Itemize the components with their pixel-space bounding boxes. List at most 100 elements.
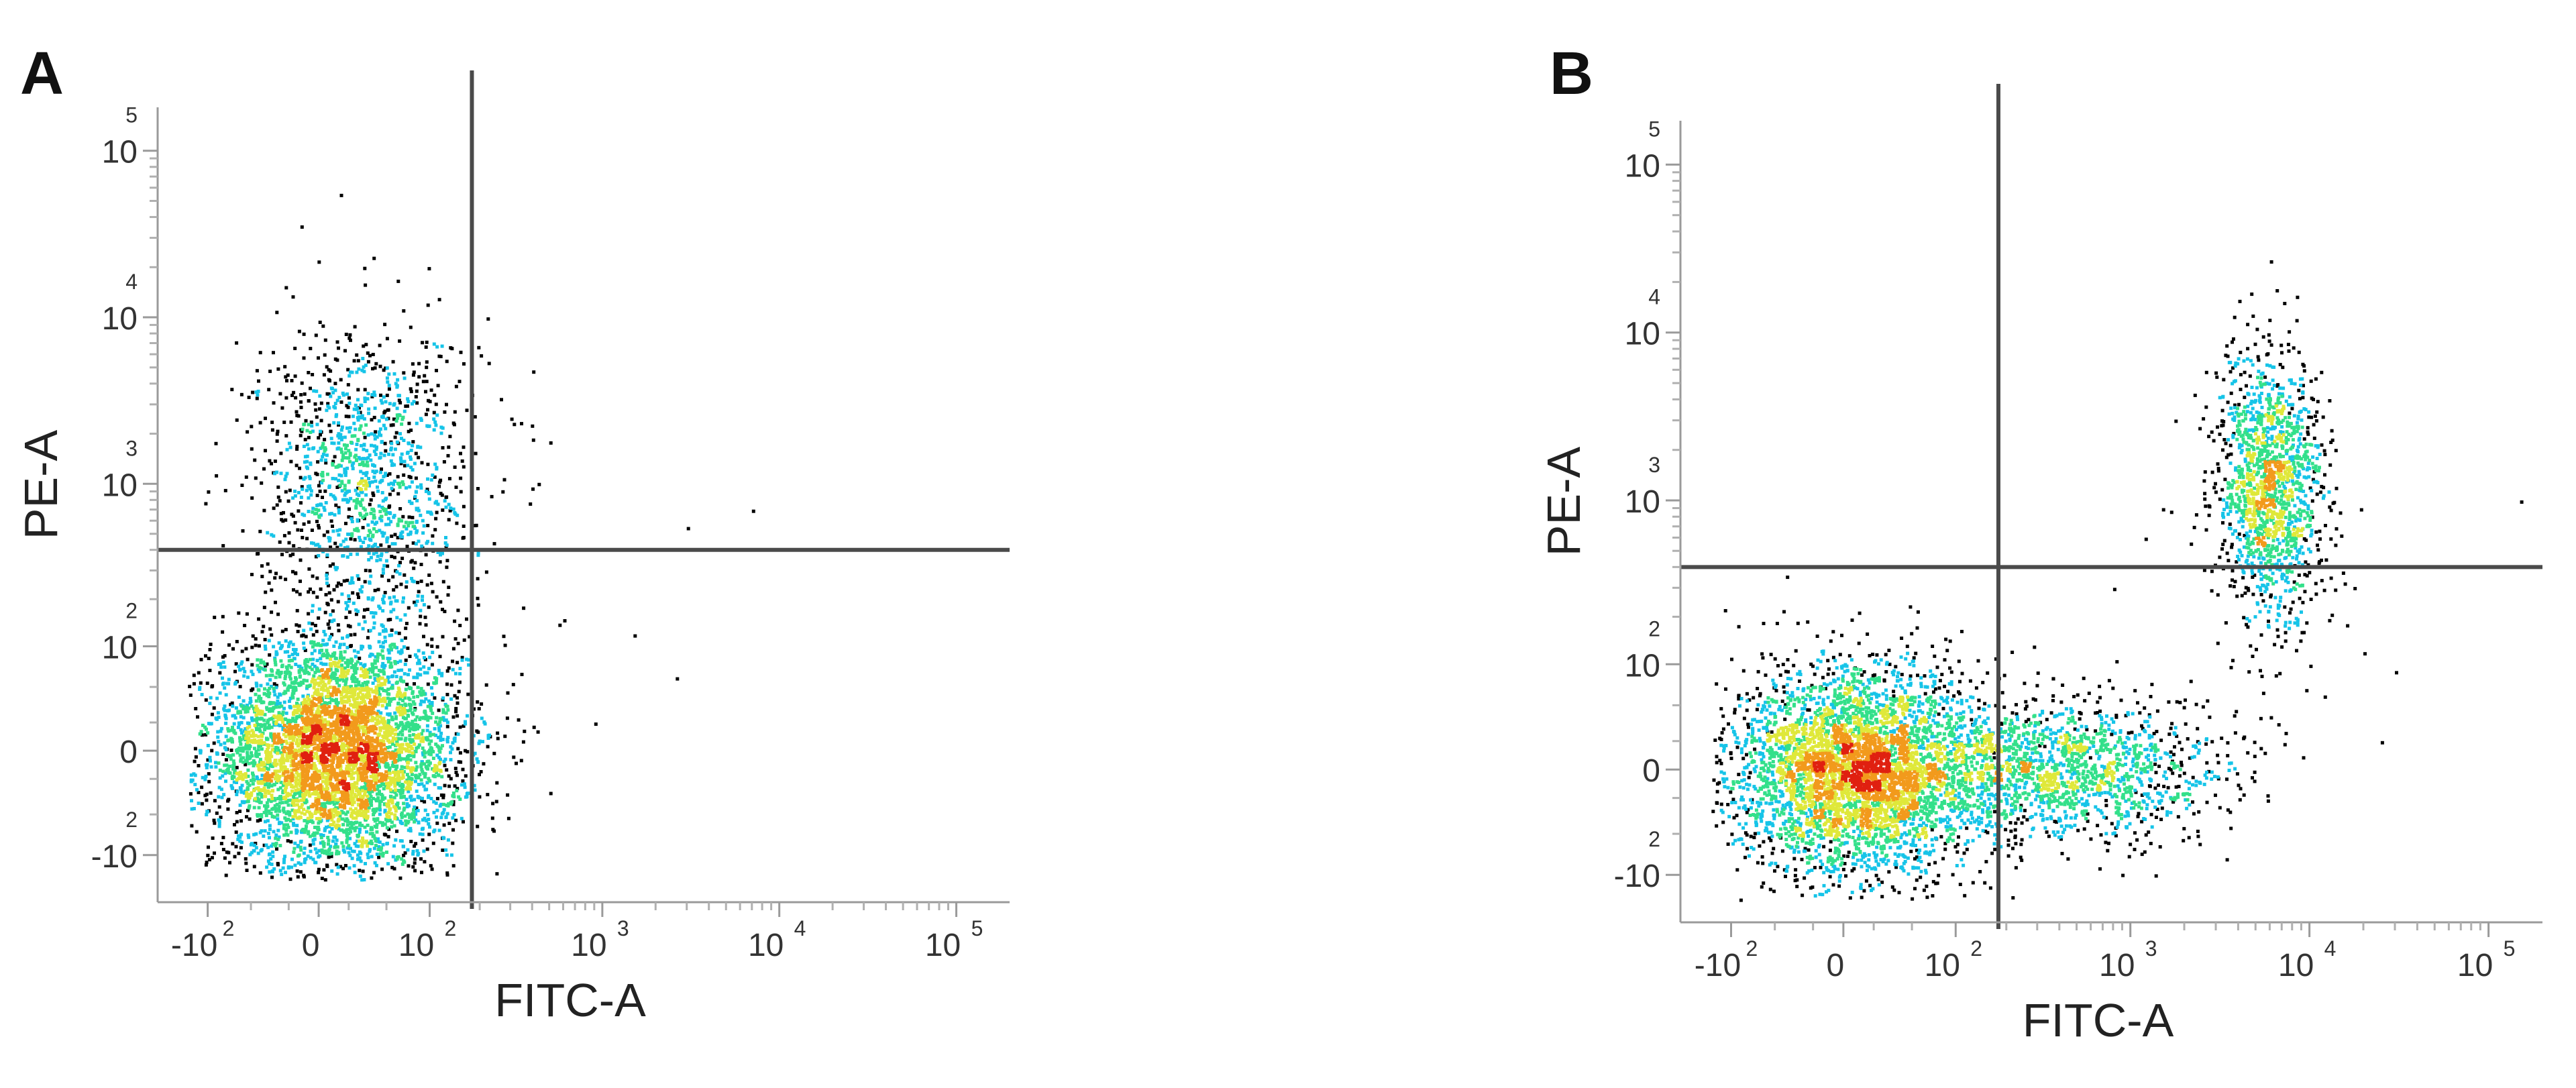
event-dot <box>414 451 418 455</box>
event-dot <box>295 445 299 449</box>
event-dot <box>299 400 303 404</box>
event-dot <box>377 696 381 700</box>
event-dot <box>362 443 366 447</box>
event-dot <box>245 759 249 763</box>
event-dot <box>398 561 402 565</box>
event-dot <box>343 684 347 688</box>
event-dot <box>359 424 363 428</box>
event-dot <box>301 487 305 491</box>
event-dot <box>348 370 352 374</box>
event-dot <box>413 798 417 802</box>
event-dot <box>352 601 356 605</box>
event-dot <box>284 518 288 522</box>
event-dot <box>267 726 271 729</box>
event-dot <box>323 437 327 441</box>
event-dot <box>288 819 292 822</box>
event-dot <box>306 659 310 663</box>
event-dot <box>328 635 332 639</box>
event-dot <box>455 773 459 777</box>
event-dot <box>276 861 280 865</box>
event-dot <box>355 370 359 374</box>
event-dot <box>415 506 419 510</box>
event-dot <box>447 502 451 506</box>
event-dot <box>369 458 373 462</box>
event-dot <box>285 768 289 772</box>
event-dot <box>388 768 391 772</box>
event-dot <box>381 567 385 572</box>
event-dot <box>345 828 349 832</box>
event-dot <box>315 494 319 498</box>
event-dot <box>401 699 405 702</box>
event-dot <box>419 563 423 566</box>
event-dot <box>445 812 449 816</box>
event-dot <box>334 415 338 419</box>
event-dot <box>387 523 391 527</box>
event-dot <box>345 749 349 753</box>
event-dot <box>379 800 383 803</box>
event-dot <box>454 384 458 388</box>
event-dot <box>315 423 319 427</box>
event-dot <box>422 771 426 775</box>
event-dot <box>427 779 431 783</box>
event-dot <box>347 430 352 434</box>
event-dot <box>246 751 250 755</box>
event-dot <box>292 688 297 692</box>
event-dot <box>511 683 515 687</box>
event-dot <box>220 796 224 800</box>
event-dot <box>299 870 303 874</box>
event-dot <box>318 489 322 493</box>
event-dot <box>339 656 342 660</box>
event-dot <box>234 845 238 849</box>
event-dot <box>415 389 419 393</box>
event-dot <box>248 745 252 749</box>
event-dot <box>317 669 321 673</box>
event-dot <box>421 753 425 757</box>
event-dot <box>382 563 386 567</box>
event-dot <box>345 604 350 608</box>
event-dot <box>235 765 239 769</box>
event-dot <box>352 766 356 770</box>
event-dot <box>201 775 205 779</box>
event-dot <box>317 524 321 528</box>
event-dot <box>394 809 398 813</box>
event-dot <box>350 811 354 815</box>
event-dot <box>396 778 400 782</box>
event-dot <box>502 478 506 482</box>
event-dot <box>378 676 382 680</box>
event-dot <box>466 714 469 718</box>
event-dot <box>268 686 272 690</box>
event-dot <box>437 354 441 358</box>
event-dot <box>296 875 300 879</box>
event-dot <box>425 847 429 851</box>
event-dot <box>211 836 215 840</box>
event-dot <box>412 728 416 732</box>
event-dot <box>371 797 375 800</box>
event-dot <box>429 705 433 709</box>
event-dot <box>423 762 427 766</box>
event-dot <box>255 799 259 803</box>
event-dot <box>427 763 431 767</box>
event-dot <box>404 658 408 662</box>
event-dot <box>358 732 361 737</box>
event-dot <box>378 820 382 824</box>
event-dot <box>279 671 282 675</box>
event-dot <box>243 624 247 627</box>
event-dot <box>438 655 442 659</box>
event-dot <box>290 653 294 657</box>
event-dot <box>397 770 400 774</box>
event-dot <box>376 848 380 851</box>
event-dot <box>221 774 225 778</box>
event-dot <box>275 762 279 766</box>
event-dot <box>445 740 449 744</box>
event-dot <box>382 531 386 535</box>
event-dot <box>254 740 258 743</box>
event-dot <box>400 791 405 795</box>
event-dot <box>235 751 239 755</box>
event-dot <box>330 851 334 855</box>
event-dot <box>294 572 298 576</box>
event-dot <box>252 832 256 836</box>
event-dot <box>304 828 308 831</box>
event-dot <box>232 762 236 766</box>
event-dot <box>266 748 269 751</box>
